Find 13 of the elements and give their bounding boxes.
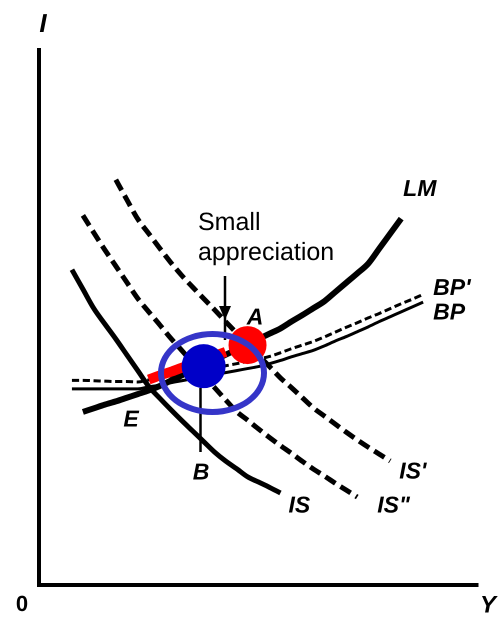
x-axis-title: Y [480,592,498,619]
series-label: BP [433,298,466,324]
text: 0 [16,591,28,616]
text: I [39,8,48,38]
series-label: BP' [433,274,472,300]
annotation: B [192,458,210,484]
annotation: E [123,405,140,432]
annotation: A [246,303,264,330]
series-label: IS" [377,491,412,518]
series-label: IS [288,491,311,518]
annotation: Small appreciation [198,208,334,266]
series-label: LM [403,174,438,201]
series-label: IS' [399,457,428,484]
